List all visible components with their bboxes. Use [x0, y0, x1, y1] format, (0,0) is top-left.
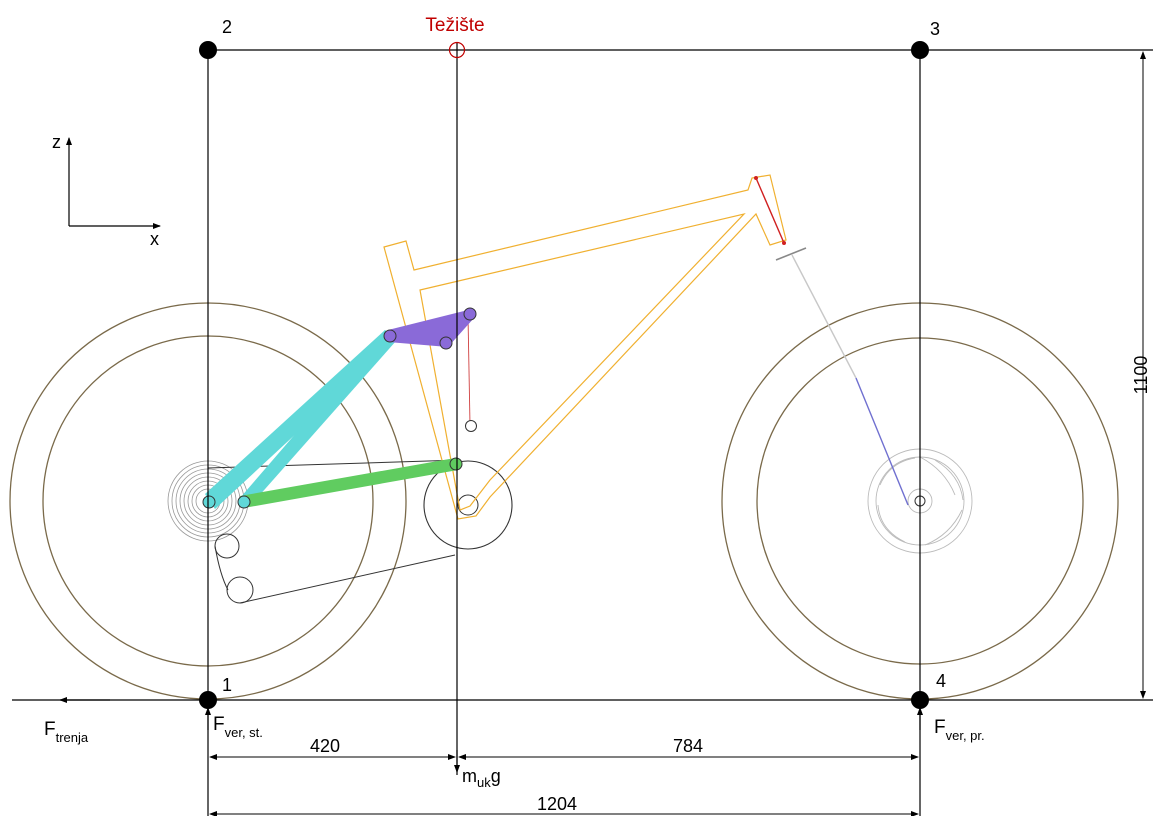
chainstay-link	[240, 458, 458, 508]
pivot-chainstay-front	[449, 457, 463, 471]
z-axis-label: z	[52, 132, 61, 152]
point-3-label: 3	[930, 19, 940, 39]
point-2-label: 2	[222, 17, 232, 37]
main-frame	[383, 174, 787, 520]
center-of-gravity-label: Težište	[425, 15, 484, 36]
pivot-chainstay-rear	[237, 495, 251, 509]
dim-rear-cg-label: 420	[310, 736, 340, 756]
reference-lines	[12, 42, 1153, 816]
head-tube-top-dot	[754, 176, 758, 180]
point-1-marker	[199, 691, 217, 709]
pivot-rocker-mid	[439, 336, 453, 350]
center-of-gravity-marker	[448, 41, 466, 59]
fork-lower	[855, 377, 909, 506]
front-vertical-force-label: Fver, pr.	[934, 717, 985, 743]
weight-force-label: mukg	[462, 766, 501, 790]
head-tube-bottom-dot	[782, 241, 786, 245]
point-4-marker	[911, 691, 929, 709]
point-2-marker	[199, 41, 217, 59]
dim-cg-front-label: 784	[673, 736, 703, 756]
rocker-link	[388, 310, 474, 347]
pivot-rear-axle	[202, 495, 216, 509]
bottom-bracket	[457, 494, 479, 516]
friction-force-label: Ftrenja	[44, 719, 89, 745]
height-dimension-label: 1100	[1131, 356, 1151, 395]
rear-vertical-force-label: Fver, st.	[213, 714, 263, 740]
stem-cap	[775, 247, 807, 261]
x-axis-label: x	[150, 229, 159, 249]
pivot-rocker-front	[383, 329, 397, 343]
point-4-label: 4	[936, 671, 946, 691]
point-1-label: 1	[222, 675, 232, 695]
shock-lower-mount	[465, 420, 477, 432]
chainring	[423, 460, 513, 550]
seatstay-link	[205, 330, 396, 509]
pivot-rocker-top	[463, 307, 477, 321]
fork-upper	[791, 254, 857, 379]
point-3-marker	[911, 41, 929, 59]
rear-shock	[467, 315, 471, 426]
dim-wheelbase-label: 1204	[537, 794, 577, 814]
head-tube-axis	[755, 177, 785, 244]
